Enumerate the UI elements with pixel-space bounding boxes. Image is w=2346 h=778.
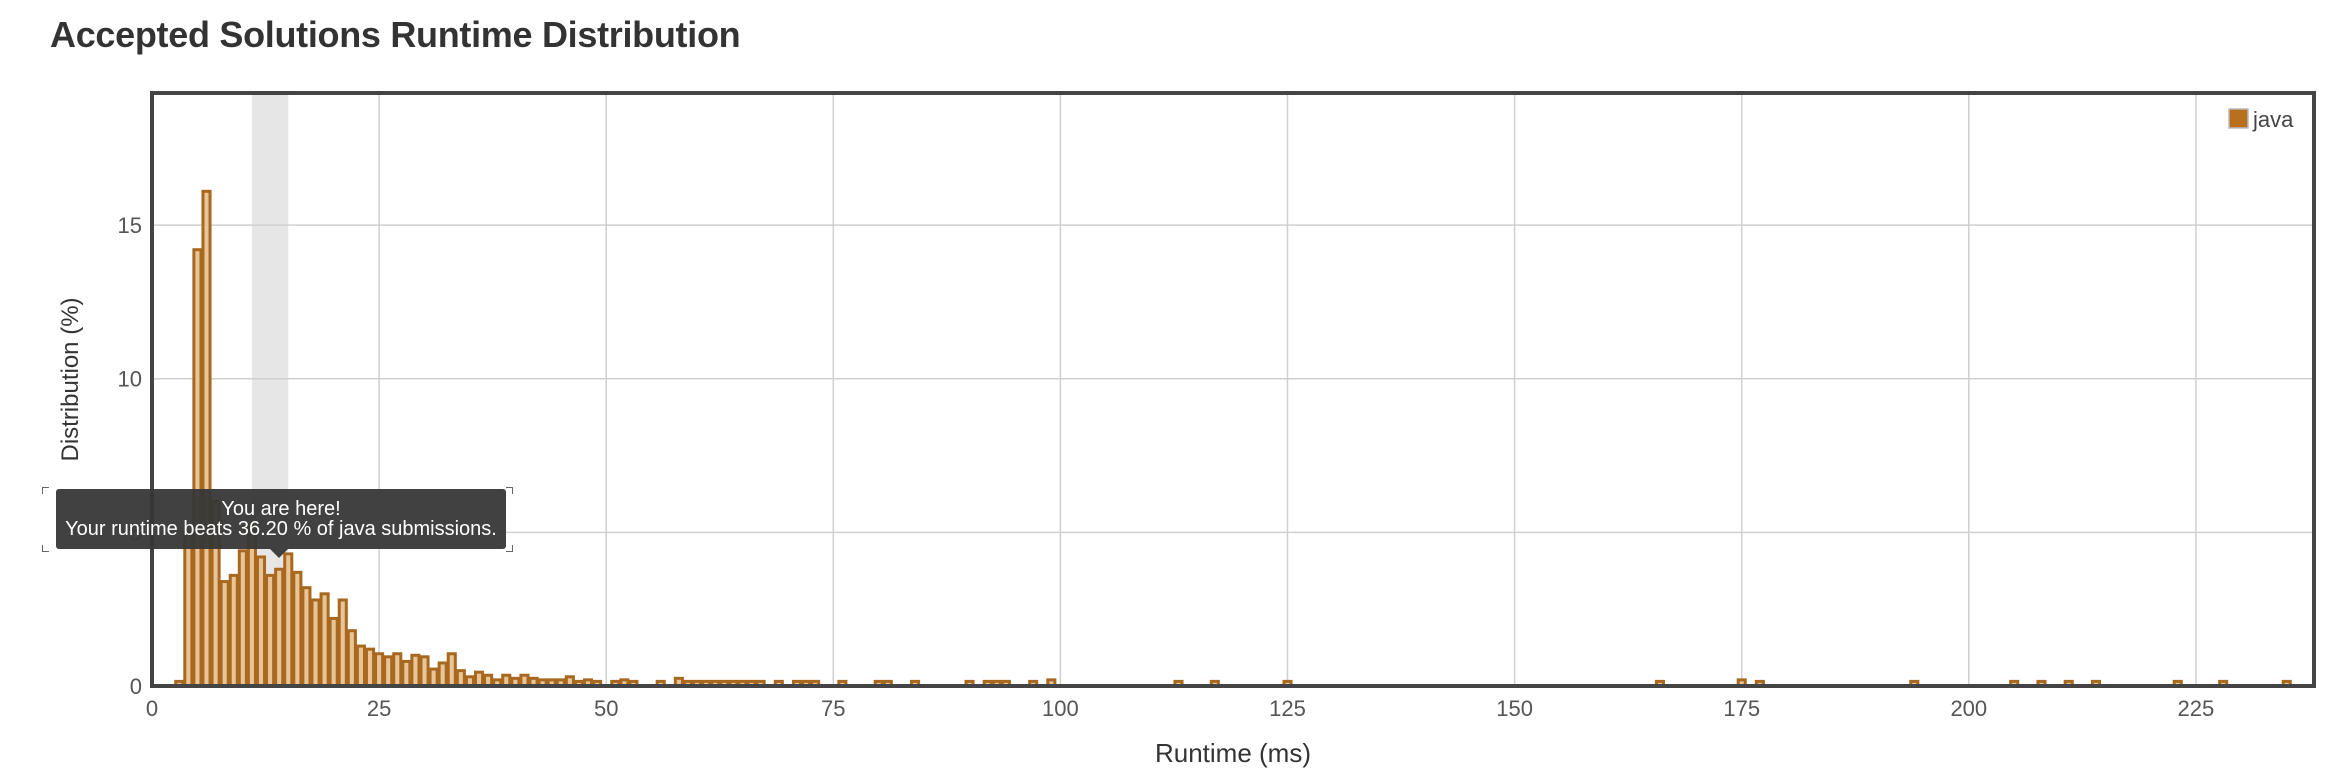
bar [183, 530, 194, 688]
legend-label-java: java [2252, 107, 2294, 132]
page-title: Accepted Solutions Runtime Distribution [50, 14, 741, 55]
bar [428, 667, 439, 688]
x-tick-label: 50 [594, 696, 618, 721]
bar [328, 616, 339, 688]
bar [455, 669, 466, 688]
y-axis-label: Distribution (%) [57, 297, 84, 461]
bar [228, 573, 239, 688]
bars-layer [174, 189, 2292, 688]
x-axis-label: Runtime (ms) [1155, 738, 1311, 768]
bar [255, 555, 267, 688]
bar [283, 552, 294, 688]
x-tick-label: 225 [2178, 696, 2215, 721]
y-tick-label: 15 [118, 213, 142, 238]
bar [265, 573, 276, 688]
tooltip-corner-tr [506, 487, 513, 494]
x-tick-label: 175 [1723, 696, 1760, 721]
y-tick-label: 0 [130, 674, 142, 699]
axis-layer: 0255075100125150175200225051015 [118, 213, 2215, 721]
legend[interactable]: java [2228, 107, 2294, 132]
x-tick-label: 100 [1042, 696, 1079, 721]
bar [201, 189, 212, 688]
x-tick-label: 150 [1496, 696, 1533, 721]
x-tick-label: 125 [1269, 696, 1306, 721]
bar [401, 659, 412, 688]
bar [192, 248, 203, 688]
x-tick-label: 25 [367, 696, 391, 721]
bar [274, 567, 285, 688]
bar [374, 652, 385, 688]
bar [337, 598, 348, 688]
bar [364, 647, 376, 688]
tooltip-corner-bl [42, 545, 49, 552]
bar [383, 655, 394, 688]
bar [346, 629, 357, 688]
x-tick-label: 75 [821, 696, 845, 721]
bar [437, 661, 448, 688]
tooltip-corner-br [506, 545, 513, 552]
y-tick-label: 10 [118, 367, 142, 392]
x-tick-label: 0 [146, 696, 158, 721]
bar [392, 652, 403, 688]
tooltip-arrow [270, 549, 288, 558]
bar [301, 586, 312, 688]
plot-frame [150, 91, 2316, 688]
bar [319, 592, 330, 688]
bar [473, 670, 485, 688]
bar [237, 549, 248, 688]
bar [292, 570, 303, 688]
bar [446, 652, 457, 688]
x-tick-label: 200 [1950, 696, 1987, 721]
you-are-here-tooltip: You are here! Your runtime beats 36.20 %… [56, 489, 506, 549]
bar [419, 655, 430, 688]
legend-swatch-java [2228, 108, 2249, 129]
tooltip-message: Your runtime beats 36.20 % of java submi… [65, 518, 497, 540]
bar [246, 524, 257, 688]
bar [410, 653, 421, 688]
bar [219, 580, 230, 688]
bar [355, 644, 366, 688]
bar [310, 598, 321, 688]
tooltip-corner-tl [42, 487, 49, 494]
tooltip-title: You are here! [221, 498, 341, 520]
grid-layer [151, 93, 2314, 687]
